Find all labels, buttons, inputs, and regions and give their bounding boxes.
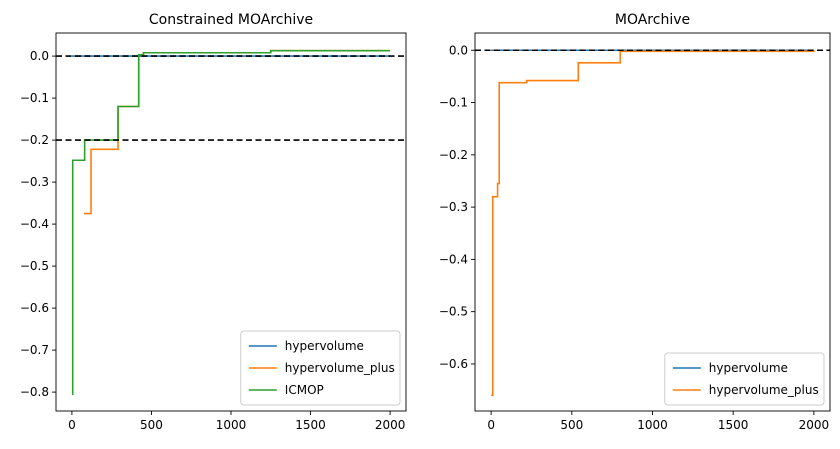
chart-1-ytick-label: −0.8 [20, 385, 49, 399]
chart-2-xtick-label: 1000 [637, 418, 668, 432]
chart-2-title: MOArchive [615, 12, 690, 28]
chart-2-ytick-label: −0.1 [439, 96, 468, 110]
chart-2-xtick-label: 2000 [799, 418, 830, 432]
chart-1-ytick-label: −0.3 [20, 175, 49, 189]
chart-1-legend: hypervolume hypervolume_plus ICMOP [240, 330, 401, 406]
chart-2-xtick-label: 500 [560, 418, 583, 432]
chart-2-legend-label-hypervolume: hypervolume [709, 361, 788, 375]
chart-1-xtick-label: 500 [140, 418, 163, 432]
chart-2-ytick-label: −0.4 [439, 252, 468, 266]
chart-2-legend-label-hypervolume-plus: hypervolume_plus [709, 383, 819, 397]
chart-1-ytick-label: 0.0 [30, 49, 49, 63]
chart-2-ytick-label: −0.5 [439, 305, 468, 319]
chart-2-ytick-label: 0.0 [449, 43, 468, 57]
chart-2-ytick-label: −0.2 [439, 148, 468, 162]
chart-1-legend-label-hypervolume: hypervolume [285, 339, 364, 353]
chart-1-xtick-label: 0 [68, 418, 76, 432]
chart-2-series-hypervolume-plus-line [491, 50, 815, 397]
chart-2-ytick-label: −0.6 [439, 357, 468, 371]
chart-2-plot-area [475, 49, 830, 397]
chart-1-ytick-label: −0.7 [20, 343, 49, 357]
chart-2-ytick-label: −0.3 [439, 200, 468, 214]
chart-1-ytick-label: −0.2 [20, 133, 49, 147]
chart-1: Constrained MOArchive 0 500 1000 1500 2000 0.0… [20, 12, 407, 432]
chart-1-ytick-label: −0.4 [20, 217, 49, 231]
chart-1-xtick-label: 2000 [375, 418, 406, 432]
chart-1-ytick-label: −0.1 [20, 91, 49, 105]
chart-1-legend-label-ICMOP: ICMOP [285, 383, 324, 397]
chart-1-xtick-label: 1000 [216, 418, 247, 432]
chart-1-xtick-label: 1500 [295, 418, 326, 432]
chart-1-legend-box [240, 330, 401, 406]
chart-2: MOArchive 0 500 1000 1500 2000 0.0 −0.1 −0.2 −0.3… [439, 12, 831, 432]
chart-2-xtick-label: 0 [487, 418, 495, 432]
chart-1-ytick-label: −0.6 [20, 301, 49, 315]
chart-1-series-hypervolume-plus-line [83, 49, 391, 215]
chart-1-plot-area [56, 49, 406, 395]
chart-2-legend-box [664, 352, 825, 406]
chart-2-legend: hypervolume hypervolume_plus [664, 352, 825, 406]
chart-1-ytick-label: −0.5 [20, 259, 49, 273]
chart-2-xtick-label: 1500 [718, 418, 749, 432]
chart-1-series-ICMOP-line [71, 49, 391, 395]
chart-1-title: Constrained MOArchive [149, 12, 313, 28]
chart-1-legend-label-hypervolume-plus: hypervolume_plus [285, 361, 395, 375]
